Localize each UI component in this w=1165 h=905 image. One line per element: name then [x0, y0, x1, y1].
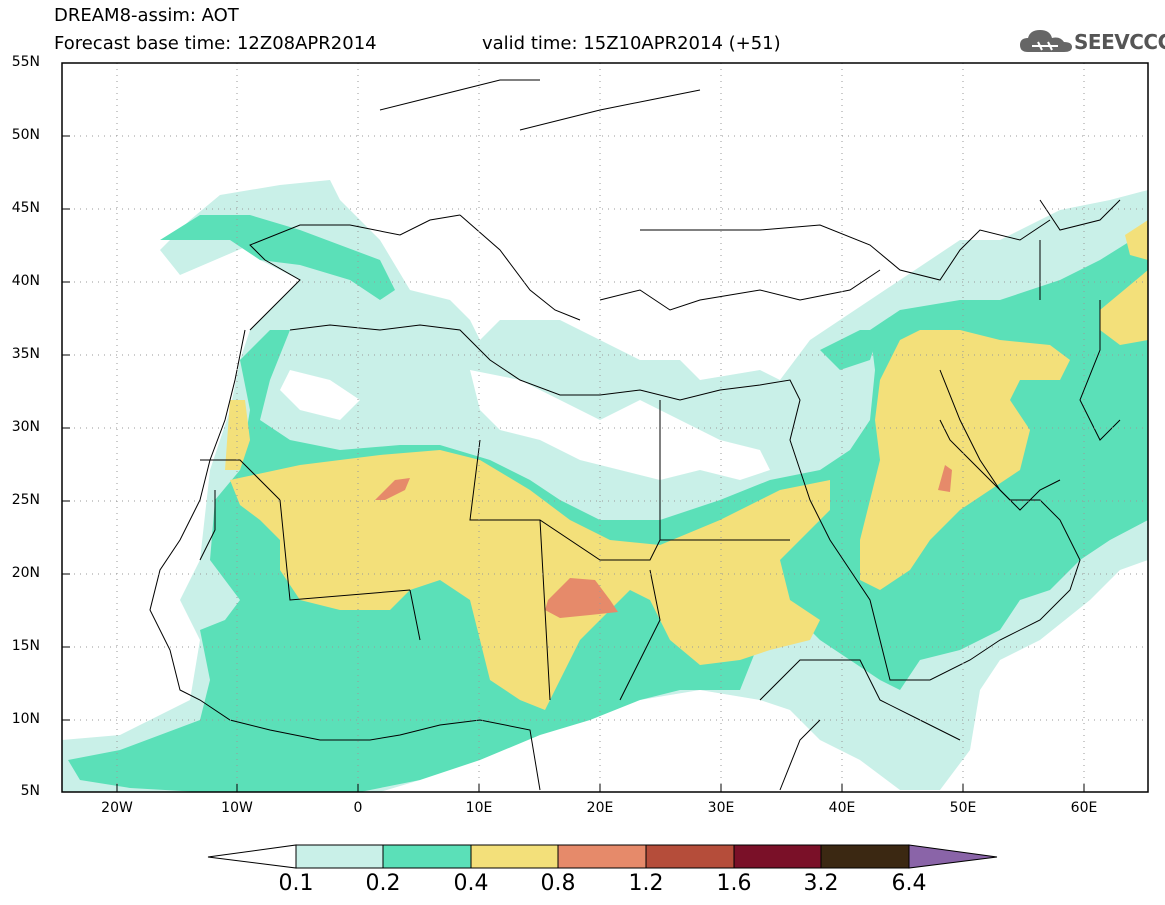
- lon-label: 50E: [949, 800, 977, 816]
- colorbar-swatch-1.6: [733, 844, 822, 869]
- colorbar: [207, 844, 998, 869]
- gridlines: [62, 63, 1148, 792]
- lat-label: 35N: [11, 346, 40, 362]
- logo-text: SEEVCCC: [1074, 30, 1165, 54]
- valid-time: valid time: 15Z10APR2014 (+51): [482, 33, 781, 54]
- lon-label: 30E: [707, 800, 735, 816]
- lon-label: 40E: [828, 800, 856, 816]
- aot-0.2-region: [68, 230, 1148, 792]
- lon-label: 60E: [1070, 800, 1098, 816]
- colorbar-label: 6.4: [891, 871, 927, 896]
- colorbar-min-arrow: [207, 844, 297, 869]
- colorbar-max-arrow: [908, 844, 998, 869]
- colorbar-label: 3.2: [803, 871, 839, 896]
- lon-label: 0: [353, 800, 363, 816]
- title-line-1: DREAM8-assim: AOT: [54, 5, 239, 26]
- lat-label: 40N: [11, 273, 40, 289]
- lat-label: 20N: [11, 565, 40, 581]
- lat-label: 45N: [11, 200, 40, 216]
- cloud-icon: [1020, 30, 1072, 52]
- lon-label: 20W: [101, 800, 133, 816]
- seevccc-logo: SEEVCCC: [1018, 26, 1165, 56]
- colorbar-label: 0.4: [453, 871, 489, 896]
- lat-label: 5N: [20, 783, 40, 799]
- lat-label: 15N: [11, 638, 40, 654]
- lat-label: 55N: [11, 54, 40, 70]
- colorbar-swatch-0.2: [382, 844, 472, 869]
- lat-label: 50N: [11, 127, 40, 143]
- colorbar-swatch-0.4: [470, 844, 559, 869]
- lat-label: 25N: [11, 492, 40, 508]
- colorbar-swatch-0.1: [295, 844, 384, 869]
- colorbar-label: 0.2: [365, 871, 401, 896]
- colorbar-swatch-3.2: [820, 844, 910, 869]
- colorbar-swatch-0.8: [557, 844, 647, 869]
- colorbar-swatch-1.2: [645, 844, 735, 869]
- lat-label: 10N: [11, 711, 40, 727]
- aot-0.8-region: [545, 578, 618, 618]
- colorbar-label: 0.8: [540, 871, 576, 896]
- lon-label: 20E: [586, 800, 614, 816]
- lon-label: 10E: [465, 800, 493, 816]
- colorbar-label: 0.1: [278, 871, 314, 896]
- lon-label: 10W: [221, 800, 253, 816]
- title-line-2: Forecast base time: 12Z08APR2014: [54, 33, 377, 54]
- lat-label: 30N: [11, 419, 40, 435]
- aot-0.4-region: [230, 450, 830, 710]
- colorbar-label: 1.2: [628, 871, 664, 896]
- colorbar-label: 1.6: [716, 871, 752, 896]
